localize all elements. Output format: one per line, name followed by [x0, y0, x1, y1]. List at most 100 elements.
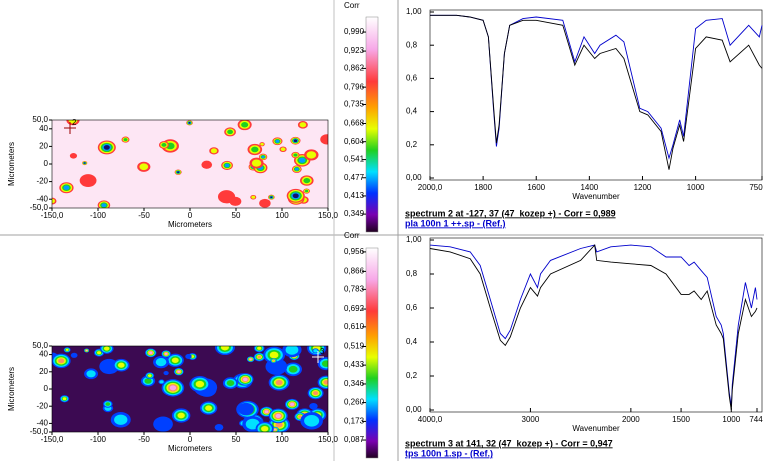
marker-cross [64, 122, 76, 134]
colorbar-tick-label: 0,413 [344, 191, 365, 200]
y-tick-label: -40 [36, 419, 48, 428]
colorbar-tick-label: 0,956 [344, 247, 365, 256]
reference-link[interactable]: pla 100n 1 ++.sp - (Ref.) [405, 218, 506, 228]
x-tick-label: 744 [749, 415, 763, 424]
map-blob [242, 377, 248, 382]
x-tick-label: -100 [90, 435, 107, 444]
map-blob [251, 146, 259, 153]
y-tick-label: 0,4 [406, 337, 418, 346]
x-tick-label: 0 [188, 435, 193, 444]
map-blob [97, 351, 102, 355]
x-axis-label: Wavenumber [572, 424, 620, 433]
map-blob [103, 145, 110, 150]
y-tick-label: -40 [36, 194, 48, 203]
colorbar [365, 16, 379, 233]
plot-frame [429, 9, 763, 181]
y-tick-label: 0 [44, 159, 49, 168]
colorbar-tick-label: 0,604 [344, 137, 365, 146]
y-tick-label: 1,00 [406, 235, 422, 244]
map-blob [164, 352, 168, 355]
map-blob [306, 151, 317, 159]
x-tick-label: 0 [188, 211, 193, 220]
reference-link[interactable]: tps 100n 1.sp - (Ref.) [405, 448, 493, 458]
spectrum-line [430, 14, 763, 170]
x-tick-label: 1600 [527, 183, 545, 192]
x-tick-label: 150,0 [318, 435, 339, 444]
x-tick-label: -50 [138, 435, 150, 444]
map-blob [105, 402, 111, 406]
map-blob [294, 167, 299, 171]
x-tick-label: 1500 [672, 415, 690, 424]
map-blob [260, 142, 264, 146]
y-tick-label: 0,6 [406, 74, 418, 83]
map-blob [176, 171, 180, 174]
map-blob [161, 143, 167, 147]
map-blob [70, 352, 78, 358]
colorbar-tick-label: 0,477 [344, 173, 365, 182]
map-blob [304, 415, 320, 427]
x-tick-label: 1400 [580, 183, 598, 192]
map-blob [177, 370, 181, 373]
x-tick-label: -150,0 [41, 211, 64, 220]
map-blob [249, 358, 252, 361]
map-blob [264, 410, 269, 414]
map-blob [312, 391, 319, 396]
map-blob [275, 379, 283, 386]
map-blob [210, 148, 218, 154]
y-tick-label: -50,0 [30, 427, 49, 436]
x-axis-label: Wavenumber [572, 192, 620, 201]
colorbar-tick-label: 0,346 [344, 379, 365, 388]
colorbar-tick-label: 0,087 [344, 435, 365, 444]
map-blob [251, 195, 256, 199]
colorbar-tick-label: 0,260 [344, 398, 365, 407]
map-blobs [52, 120, 328, 208]
map-blob [177, 412, 185, 419]
map-blob [261, 425, 269, 432]
y-tick-label: -50,0 [30, 203, 49, 212]
map-blob [205, 405, 213, 411]
x-tick-label: 2000,0 [418, 183, 443, 192]
map-blob [280, 147, 286, 152]
map-blob [298, 157, 306, 163]
y-tick-label: 0,6 [406, 303, 418, 312]
y-tick-label: 50,0 [32, 115, 48, 124]
x-tick-label: 150,0 [318, 211, 339, 220]
y-tick-label: -20 [36, 401, 48, 410]
map-blob [139, 163, 149, 171]
map-blob [259, 198, 271, 208]
map-blob [117, 362, 125, 368]
colorbar-tick-label: 0,519 [344, 342, 365, 351]
colorbar-tick-label: 0,349 [344, 209, 365, 218]
map-blob [214, 423, 224, 431]
y-tick-label: 0,4 [406, 107, 418, 116]
colorbar-tick-label: 0,668 [344, 119, 365, 128]
map-blob [303, 177, 311, 184]
map-blob [58, 358, 65, 364]
map-blob [85, 349, 88, 352]
map-blob [272, 359, 275, 362]
map-blob [270, 196, 273, 199]
map-blob [201, 160, 213, 169]
map-blob [293, 139, 298, 142]
x-tick-label: 1000 [722, 415, 740, 424]
x-axis-label: Micrometers [168, 220, 212, 229]
map-blob [69, 153, 78, 159]
map-blob [251, 159, 262, 167]
x-tick-label: 100 [275, 211, 289, 220]
colorbar-tick-label: 0,735 [344, 100, 365, 109]
y-tick-label: 0,2 [406, 140, 418, 149]
y-tick-label: 0,8 [406, 40, 418, 49]
map-blob [123, 138, 128, 142]
map-blob [224, 163, 230, 168]
x-tick-label: -100 [90, 211, 107, 220]
map-blob [79, 174, 97, 187]
y-tick-label: 0,00 [406, 405, 422, 414]
y-tick-label: 0,00 [406, 173, 422, 182]
y-axis-label: Micrometers [7, 367, 16, 411]
map-blob [261, 155, 265, 159]
map-blob [163, 371, 169, 376]
x-tick-label: -50 [138, 211, 150, 220]
map-blob [299, 122, 307, 128]
